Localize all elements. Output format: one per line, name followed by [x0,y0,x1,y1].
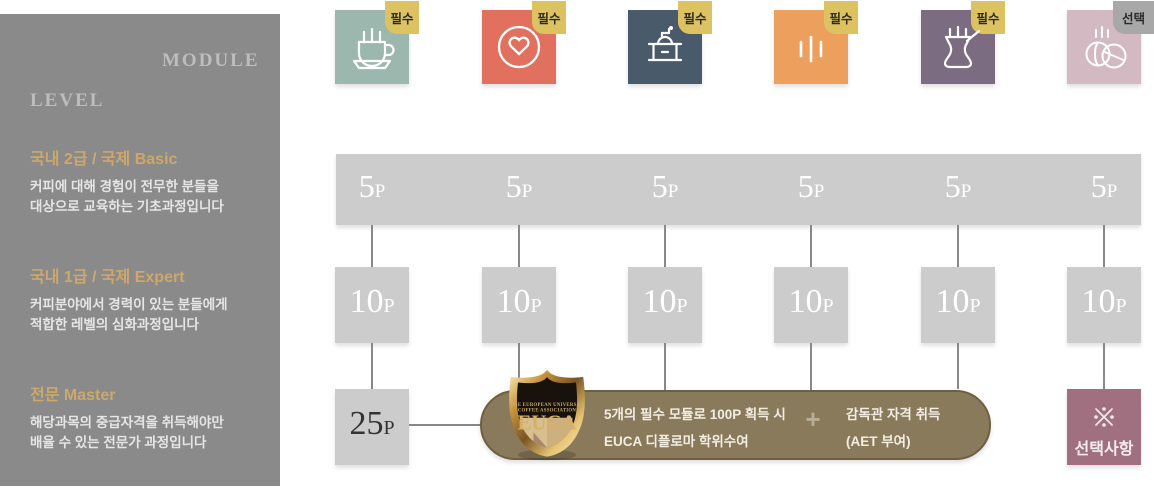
svg-text:THE EUROPEAN UNIVERSAL: THE EUROPEAN UNIVERSAL [510,403,583,408]
svg-text:EUCA: EUCA [518,412,577,435]
